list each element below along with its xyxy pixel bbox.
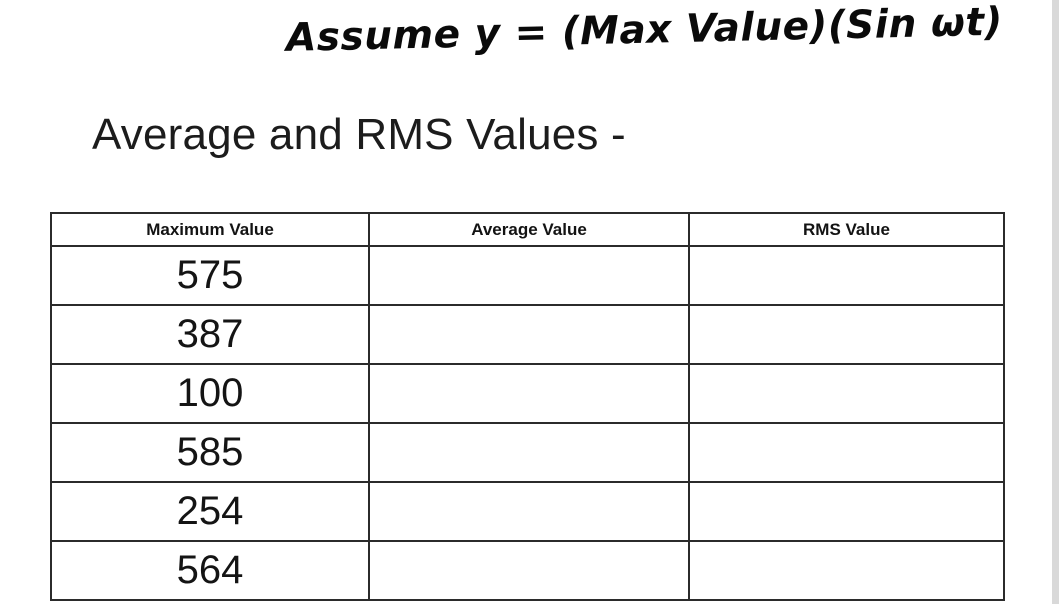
average-value-cell — [368, 422, 690, 483]
average-value-cell — [368, 304, 690, 365]
max-value-cell: 100 — [50, 363, 370, 424]
rms-value-cell — [688, 540, 1005, 601]
max-value-cell: 254 — [50, 481, 370, 542]
column-header-maximum-value: Maximum Value — [50, 212, 370, 247]
average-value-cell — [368, 540, 690, 601]
table-header-row: Maximum Value Average Value RMS Value — [50, 212, 1005, 247]
table-row: 387 — [50, 304, 1005, 365]
average-value-cell — [368, 363, 690, 424]
max-value-cell: 575 — [50, 245, 370, 306]
rms-value-cell — [688, 481, 1005, 542]
column-header-rms-value: RMS Value — [688, 212, 1005, 247]
table-row: 100 — [50, 363, 1005, 424]
rms-value-cell — [688, 245, 1005, 306]
handwritten-equation: Assume y = (Max Value)(Sin ωt) — [285, 0, 1004, 61]
max-value-cell: 387 — [50, 304, 370, 365]
average-value-cell — [368, 245, 690, 306]
average-value-cell — [368, 481, 690, 542]
page-title: Average and RMS Values - — [92, 110, 626, 159]
table-row: 575 — [50, 245, 1005, 306]
table-row: 564 — [50, 540, 1005, 601]
max-value-cell: 585 — [50, 422, 370, 483]
average-rms-values-table: Maximum Value Average Value RMS Value 57… — [50, 212, 1005, 601]
column-header-average-value: Average Value — [368, 212, 690, 247]
scan-edge-strip — [1052, 0, 1059, 604]
table-row: 585 — [50, 422, 1005, 483]
max-value-cell: 564 — [50, 540, 370, 601]
rms-value-cell — [688, 304, 1005, 365]
rms-value-cell — [688, 363, 1005, 424]
table-row: 254 — [50, 481, 1005, 542]
rms-value-cell — [688, 422, 1005, 483]
